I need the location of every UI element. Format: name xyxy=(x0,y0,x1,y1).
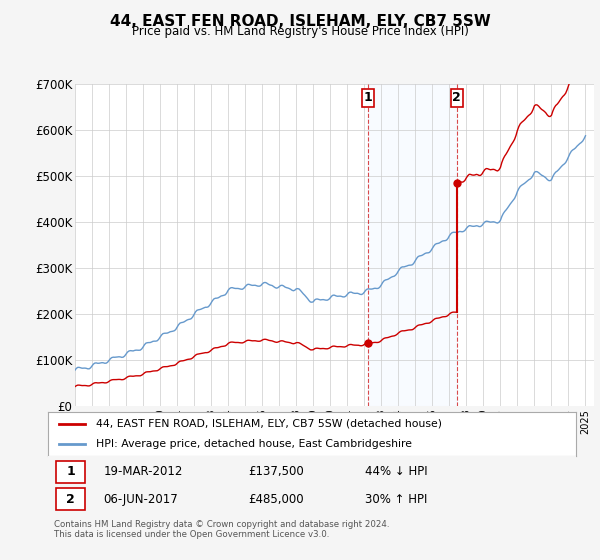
Text: HPI: Average price, detached house, East Cambridgeshire: HPI: Average price, detached house, East… xyxy=(95,439,412,449)
Bar xyxy=(56,488,85,511)
Text: Contains HM Land Registry data © Crown copyright and database right 2024.
This d: Contains HM Land Registry data © Crown c… xyxy=(54,520,389,539)
Text: 2: 2 xyxy=(452,91,461,104)
Bar xyxy=(362,88,374,107)
Text: 19-MAR-2012: 19-MAR-2012 xyxy=(103,465,183,478)
Bar xyxy=(56,460,85,483)
Text: 2: 2 xyxy=(66,493,75,506)
Text: £485,000: £485,000 xyxy=(248,493,304,506)
Text: 30% ↑ HPI: 30% ↑ HPI xyxy=(365,493,427,506)
Text: 44, EAST FEN ROAD, ISLEHAM, ELY, CB7 5SW (detached house): 44, EAST FEN ROAD, ISLEHAM, ELY, CB7 5SW… xyxy=(95,419,442,429)
Text: 44, EAST FEN ROAD, ISLEHAM, ELY, CB7 5SW: 44, EAST FEN ROAD, ISLEHAM, ELY, CB7 5SW xyxy=(110,14,490,29)
Bar xyxy=(368,84,457,406)
Bar xyxy=(451,88,463,107)
Text: 1: 1 xyxy=(364,91,373,104)
Text: Price paid vs. HM Land Registry's House Price Index (HPI): Price paid vs. HM Land Registry's House … xyxy=(131,25,469,38)
Text: £137,500: £137,500 xyxy=(248,465,304,478)
Text: 44% ↓ HPI: 44% ↓ HPI xyxy=(365,465,427,478)
Text: 1: 1 xyxy=(66,465,75,478)
Text: 06-JUN-2017: 06-JUN-2017 xyxy=(103,493,178,506)
